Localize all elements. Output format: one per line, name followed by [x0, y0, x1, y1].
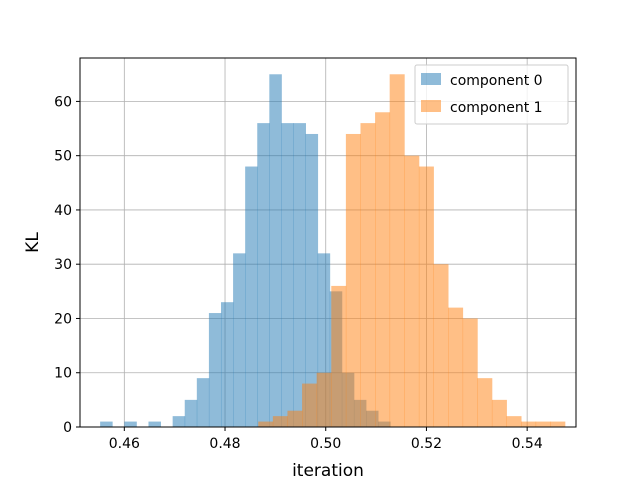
histogram-bar-component-1	[535, 421, 551, 427]
histogram-bar-component-1	[477, 378, 493, 427]
histogram-bar-component-1	[521, 421, 537, 427]
histogram-bar-component-1	[389, 74, 405, 427]
legend: component 0 component 1	[414, 64, 569, 125]
histogram-bar-component-1	[418, 166, 434, 427]
histogram-bar-component-1	[404, 155, 420, 428]
histogram-bar-component-0	[184, 399, 198, 427]
plot-frame	[79, 57, 577, 428]
histogram-bar-component-0	[233, 253, 246, 427]
histogram-bar-component-0	[269, 74, 282, 427]
x-tick-label: 0.50	[310, 436, 341, 452]
histogram-bar-component-1	[345, 133, 361, 427]
histogram-bar-component-1	[258, 421, 274, 427]
histogram-bar-component-0	[245, 166, 258, 427]
x-tick-label: 0.52	[411, 436, 442, 452]
x-axis-label: iteration	[292, 461, 364, 480]
histogram-bar-component-0	[305, 133, 319, 427]
bars	[100, 74, 566, 428]
axis-ticks: 0.46 0.48 0.50 0.52 0.54 0 10 20 30 40 50 60	[54, 94, 543, 452]
histogram-bar-component-1	[287, 410, 303, 427]
histogram-bar-component-0	[257, 123, 270, 427]
histogram-bar-component-0	[293, 123, 306, 427]
legend-box	[414, 64, 569, 125]
y-tick-label: 50	[54, 149, 72, 165]
histogram-bar-component-1	[506, 416, 522, 427]
histogram-bar-component-1	[316, 372, 332, 427]
histogram-bar-component-1	[360, 123, 376, 427]
histogram-bar-component-0	[148, 421, 161, 427]
histogram-bar-component-0	[281, 123, 294, 427]
histogram-bar-component-1	[462, 318, 478, 427]
histogram-bar-component-1	[550, 421, 566, 427]
y-axis-label: KL	[23, 232, 43, 253]
y-tick-label: 10	[54, 366, 72, 382]
y-tick-label: 0	[63, 420, 72, 436]
legend-label-component-0: component 0	[450, 73, 543, 89]
histogram-bar-component-1	[448, 307, 464, 427]
histogram-bar-component-1	[331, 285, 347, 427]
histogram-bar-component-0	[124, 421, 137, 427]
y-tick-label: 60	[54, 94, 72, 110]
histogram-bar-component-0	[172, 416, 186, 427]
histogram-bar-component-1	[375, 112, 391, 427]
y-tick-label: 30	[54, 257, 72, 273]
histogram-bar-component-1	[302, 383, 318, 427]
histogram-bar-component-0	[220, 302, 234, 427]
legend-swatch-component-1	[421, 100, 441, 112]
histogram-bar-component-1	[272, 416, 288, 427]
y-tick-label: 40	[54, 203, 72, 219]
histogram-bar-component-1	[433, 264, 449, 427]
histogram-bar-component-0	[100, 421, 113, 427]
legend-swatch-component-0	[421, 73, 441, 85]
histogram-bar-component-1	[491, 399, 507, 427]
histogram-bar-component-0	[196, 378, 210, 427]
x-tick-label: 0.48	[209, 436, 240, 452]
x-tick-label: 0.54	[512, 436, 543, 452]
histogram-bar-component-0	[208, 313, 222, 427]
y-tick-label: 20	[54, 311, 72, 327]
legend-label-component-1: component 1	[450, 100, 543, 116]
x-tick-label: 0.46	[109, 436, 140, 452]
